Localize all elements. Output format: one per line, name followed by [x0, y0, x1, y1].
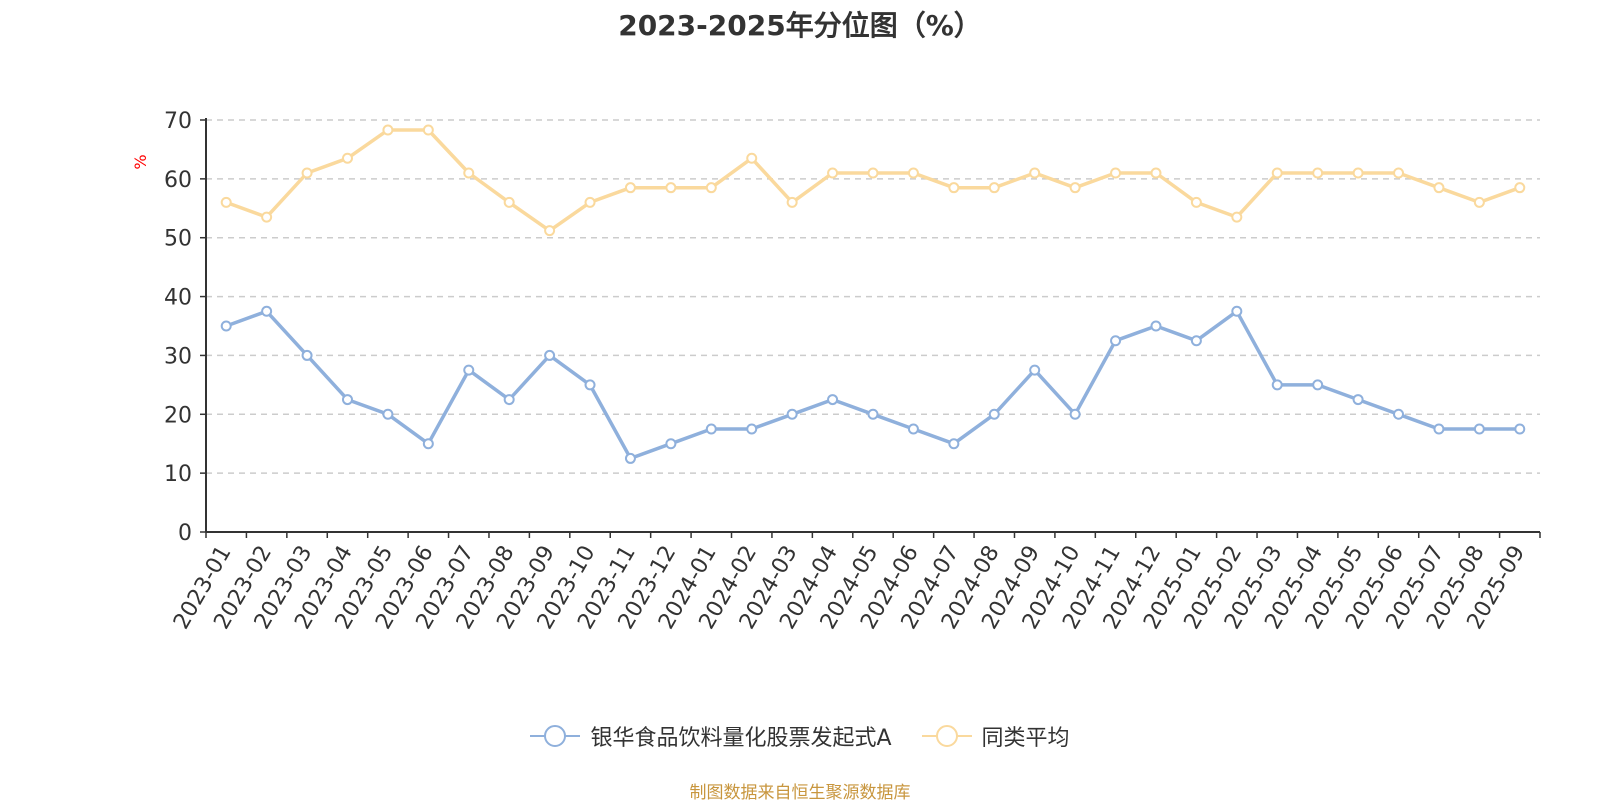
data-point[interactable] [988, 182, 1000, 194]
data-point[interactable] [1433, 182, 1445, 194]
data-point[interactable] [624, 182, 636, 194]
data-point[interactable] [827, 394, 839, 406]
data-point[interactable] [948, 182, 960, 194]
data-point[interactable] [665, 438, 677, 450]
data-point[interactable] [503, 394, 515, 406]
data-point[interactable] [422, 124, 434, 136]
data-point[interactable] [1231, 305, 1243, 317]
data-point[interactable] [1514, 423, 1526, 435]
data-point[interactable] [1029, 167, 1041, 179]
y-axis-label: % [131, 154, 150, 169]
data-point[interactable] [907, 423, 919, 435]
data-point[interactable] [382, 408, 394, 420]
data-point[interactable] [746, 423, 758, 435]
data-point[interactable] [463, 167, 475, 179]
y-tick-label: 40 [164, 286, 192, 311]
data-point[interactable] [827, 167, 839, 179]
data-point[interactable] [1069, 182, 1081, 194]
data-point[interactable] [907, 167, 919, 179]
data-point[interactable] [1110, 167, 1122, 179]
source-note: 制图数据来自恒生聚源数据库 [689, 783, 911, 803]
y-tick-label: 70 [164, 109, 192, 134]
data-point[interactable] [1150, 320, 1162, 332]
data-point[interactable] [786, 408, 798, 420]
data-point[interactable] [705, 182, 717, 194]
grid-layer [206, 119, 1540, 474]
legend-line-circle-icon [530, 721, 581, 751]
data-point[interactable] [1393, 408, 1405, 420]
data-point[interactable] [746, 152, 758, 164]
data-point[interactable] [1514, 182, 1526, 194]
data-point[interactable] [1150, 167, 1162, 179]
data-point[interactable] [1393, 167, 1405, 179]
legend-label-fund: 银华食品饮料量化股票发起式A [590, 726, 892, 751]
data-point[interactable] [1473, 196, 1485, 208]
legend-label-average: 同类平均 [981, 726, 1070, 751]
data-point[interactable] [220, 320, 232, 332]
data-point[interactable] [1352, 167, 1364, 179]
data-point[interactable] [584, 379, 596, 391]
data-point[interactable] [1473, 423, 1485, 435]
data-point[interactable] [705, 423, 717, 435]
legend: 银华食品饮料量化股票发起式A 同类平均 [0, 720, 1600, 752]
data-point[interactable] [1271, 167, 1283, 179]
data-point[interactable] [867, 167, 879, 179]
data-point[interactable] [1190, 196, 1202, 208]
legend-item-fund[interactable]: 银华食品饮料量化股票发起式A [530, 720, 892, 752]
data-point[interactable] [988, 408, 1000, 420]
data-point[interactable] [503, 196, 515, 208]
data-point[interactable] [261, 305, 273, 317]
y-tick-label: 30 [164, 344, 192, 369]
data-point[interactable] [1433, 423, 1445, 435]
chart-title: 2023-2025年分位图（%） [618, 9, 982, 42]
data-point[interactable] [867, 408, 879, 420]
data-point[interactable] [1110, 335, 1122, 347]
data-point[interactable] [301, 349, 313, 361]
data-point[interactable] [301, 167, 313, 179]
data-point[interactable] [382, 124, 394, 136]
data-point[interactable] [948, 438, 960, 450]
legend-item-average[interactable]: 同类平均 [921, 720, 1070, 752]
data-point[interactable] [341, 394, 353, 406]
data-point[interactable] [1352, 394, 1364, 406]
data-point[interactable] [1069, 408, 1081, 420]
data-point[interactable] [463, 364, 475, 376]
data-point[interactable] [1029, 364, 1041, 376]
data-point[interactable] [220, 196, 232, 208]
data-point[interactable] [624, 452, 636, 464]
data-point[interactable] [261, 211, 273, 223]
data-point[interactable] [544, 225, 556, 237]
data-point[interactable] [1312, 379, 1324, 391]
data-point[interactable] [341, 152, 353, 164]
data-point[interactable] [1312, 167, 1324, 179]
y-tick-label: 50 [164, 227, 192, 252]
data-point[interactable] [786, 196, 798, 208]
data-point[interactable] [1271, 379, 1283, 391]
data-point[interactable] [544, 349, 556, 361]
y-tick-label: 10 [164, 462, 192, 487]
series-line-0 [225, 309, 1520, 461]
axis-layer: 0102030405060702023-012023-022023-032023… [164, 109, 1541, 634]
y-tick-label: 0 [178, 521, 192, 546]
data-point[interactable] [665, 182, 677, 194]
data-point[interactable] [1231, 211, 1243, 223]
y-tick-label: 60 [164, 168, 192, 193]
data-point[interactable] [584, 196, 596, 208]
data-point[interactable] [1190, 335, 1202, 347]
y-tick-label: 20 [164, 403, 192, 428]
series-line-1 [225, 128, 1521, 233]
series-layer [220, 124, 1526, 464]
data-point[interactable] [422, 438, 434, 450]
legend-line-circle-icon [921, 721, 972, 751]
